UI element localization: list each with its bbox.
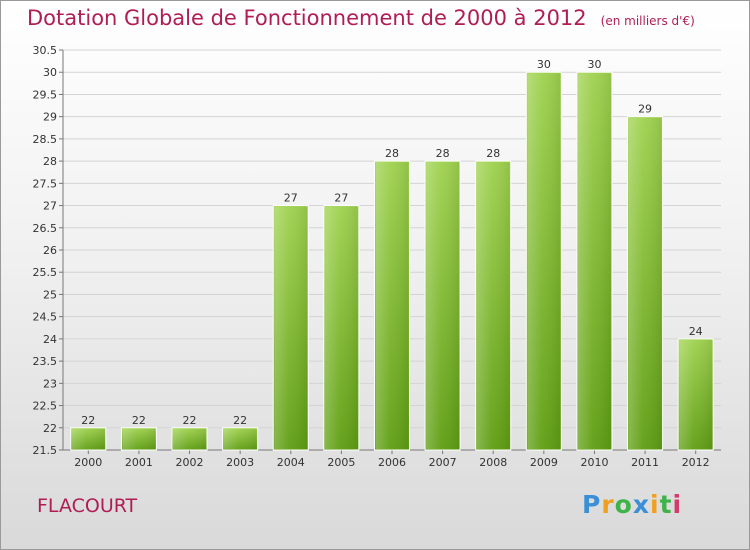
value-label: 28 <box>436 147 450 160</box>
value-labels: 22 22 22 22 27 27 28 28 28 30 30 29 24 <box>81 58 702 427</box>
y-tick-label: 23.5 <box>33 355 58 368</box>
y-tick-label: 26 <box>43 244 57 257</box>
value-label: 30 <box>537 58 551 71</box>
value-label: 28 <box>385 147 399 160</box>
x-tick-label: 2009 <box>530 456 558 469</box>
bar-shine <box>274 206 308 449</box>
y-tick-label: 25.5 <box>33 266 58 279</box>
y-tick-label: 21.5 <box>33 444 58 457</box>
bar-shine <box>375 162 409 449</box>
proxiti-logo: Proxiti <box>582 490 682 519</box>
x-tick-label: 2001 <box>125 456 153 469</box>
value-label: 30 <box>587 58 601 71</box>
y-tick-label: 28 <box>43 155 57 168</box>
x-tick-label: 2003 <box>226 456 254 469</box>
value-label: 29 <box>638 103 652 116</box>
x-tick-label: 2000 <box>74 456 102 469</box>
y-tick-label: 29.5 <box>33 88 58 101</box>
y-tick-label: 27.5 <box>33 177 58 190</box>
bar-shine <box>324 206 358 449</box>
logo-letter: o <box>614 490 633 519</box>
logo-letter: r <box>601 490 615 519</box>
y-tick-label: 22.5 <box>33 400 58 413</box>
axes: 21.5 22 22.5 23 23.5 24 24.5 25 25.5 26 26.5 27 27.5… <box>33 44 721 469</box>
value-label: 22 <box>183 414 197 427</box>
chart-title: Dotation Globale de Fonctionnement de 20… <box>27 6 695 30</box>
bar-shine <box>223 428 257 449</box>
bar-shine <box>577 73 611 449</box>
value-label: 27 <box>334 192 348 205</box>
y-tick-label: 30 <box>43 66 57 79</box>
value-label: 24 <box>689 325 703 338</box>
y-tick-label: 22 <box>43 422 57 435</box>
y-tick-label: 25 <box>43 288 57 301</box>
x-tick-label: 2005 <box>327 456 355 469</box>
bar-shine <box>71 428 105 449</box>
value-label: 22 <box>132 414 146 427</box>
bar-shine <box>628 117 662 450</box>
logo-letter: t <box>659 490 673 519</box>
value-label: 22 <box>81 414 95 427</box>
commune-name: FLACOURT <box>37 495 138 517</box>
y-tick-label: 24 <box>43 333 57 346</box>
chart-title-text: Dotation Globale de Fonctionnement de 20… <box>27 6 587 30</box>
y-tick-label: 23 <box>43 377 57 390</box>
bar-shine <box>173 428 207 449</box>
y-tick-label: 28.5 <box>33 133 58 146</box>
bar-shine <box>527 73 561 449</box>
bar-shine <box>122 428 156 449</box>
x-tick-label: 2004 <box>277 456 305 469</box>
y-tick-label: 30.5 <box>33 44 58 57</box>
value-label: 28 <box>486 147 500 160</box>
bar-shine <box>679 339 713 449</box>
y-tick-label: 27 <box>43 200 57 213</box>
bars <box>70 71 714 451</box>
x-tick-label: 2007 <box>429 456 457 469</box>
chart-unit: (en milliers d'€) <box>600 14 695 28</box>
y-tick-label: 29 <box>43 111 57 124</box>
x-tick-label: 2006 <box>378 456 406 469</box>
logo-letter: x <box>632 490 650 519</box>
value-label: 27 <box>284 192 298 205</box>
y-tick-label: 26.5 <box>33 222 58 235</box>
x-tick-label: 2010 <box>580 456 608 469</box>
x-tick-label: 2008 <box>479 456 507 469</box>
y-tick-label: 24.5 <box>33 311 58 324</box>
logo-letter: i <box>672 490 683 519</box>
x-tick-label: 2002 <box>176 456 204 469</box>
x-tick-label: 2012 <box>682 456 710 469</box>
value-label: 22 <box>233 414 247 427</box>
logo-letter: P <box>582 490 602 519</box>
bar-shine <box>426 162 460 449</box>
logo-letter: i <box>650 490 660 519</box>
bar-shine <box>476 162 510 449</box>
x-tick-label: 2011 <box>631 456 659 469</box>
